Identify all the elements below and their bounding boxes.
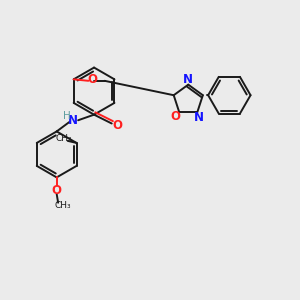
Text: O: O (87, 74, 97, 86)
Text: N: N (68, 114, 78, 127)
Text: O: O (170, 110, 181, 123)
Text: N: N (183, 73, 193, 86)
Text: O: O (112, 119, 122, 132)
Text: CH₃: CH₃ (55, 201, 71, 210)
Text: N: N (194, 111, 204, 124)
Text: H: H (63, 111, 71, 121)
Text: CH₃: CH₃ (56, 134, 73, 143)
Text: O: O (52, 184, 62, 197)
